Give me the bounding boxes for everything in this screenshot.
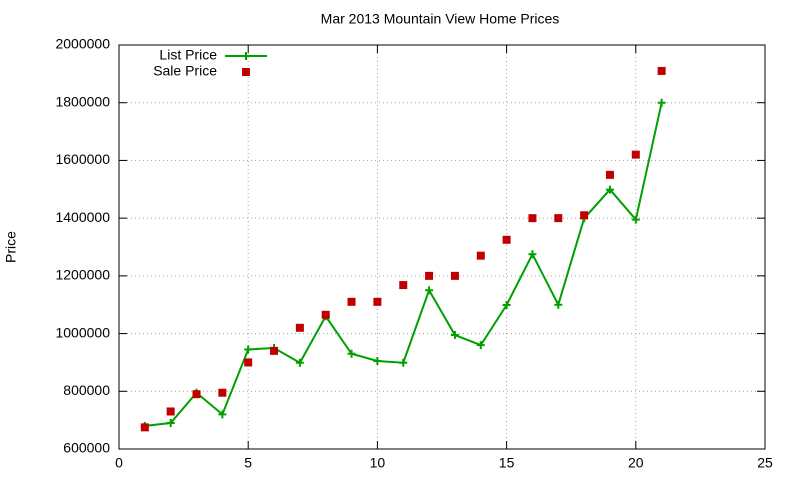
x-tick-label: 0 xyxy=(115,455,123,471)
point xyxy=(425,271,434,280)
point xyxy=(270,346,279,355)
point xyxy=(605,185,614,194)
point xyxy=(528,250,537,259)
y-tick-label: 1600000 xyxy=(55,151,110,167)
point xyxy=(373,297,382,306)
point xyxy=(244,345,253,354)
legend-label: List Price xyxy=(159,47,217,63)
point xyxy=(657,66,666,75)
point xyxy=(631,150,640,159)
point xyxy=(166,407,175,416)
point xyxy=(528,214,537,223)
point xyxy=(347,297,356,306)
point xyxy=(554,300,563,309)
point xyxy=(218,410,227,419)
y-tick-label: 1400000 xyxy=(55,209,110,225)
point xyxy=(399,281,408,290)
y-tick-label: 1800000 xyxy=(55,93,110,109)
chart-title: Mar 2013 Mountain View Home Prices xyxy=(321,11,560,27)
plot-frame xyxy=(118,44,766,450)
point xyxy=(605,170,614,179)
point xyxy=(244,358,253,367)
point xyxy=(295,323,304,332)
point xyxy=(450,271,459,280)
point xyxy=(192,390,201,399)
point xyxy=(476,341,485,350)
point xyxy=(321,310,330,319)
x-tick-label: 15 xyxy=(499,455,515,471)
x-tick-label: 20 xyxy=(628,455,644,471)
point xyxy=(502,235,511,244)
point xyxy=(347,349,356,358)
point xyxy=(476,251,485,260)
point xyxy=(218,388,227,397)
point xyxy=(631,215,640,224)
point xyxy=(657,98,666,107)
legend-label: Sale Price xyxy=(153,63,217,79)
y-tick-label: 1200000 xyxy=(55,267,110,283)
point xyxy=(580,211,589,220)
x-tick-label: 25 xyxy=(757,455,773,471)
point xyxy=(399,358,408,367)
y-axis-label: Price xyxy=(3,231,19,263)
point xyxy=(140,423,149,432)
point xyxy=(502,301,511,310)
point xyxy=(425,286,434,295)
point xyxy=(295,358,304,367)
y-tick-label: 1000000 xyxy=(55,324,110,340)
y-tick-label: 2000000 xyxy=(55,36,110,52)
x-tick-label: 10 xyxy=(370,455,386,471)
y-tick-label: 800000 xyxy=(63,382,110,398)
point xyxy=(166,419,175,428)
point xyxy=(373,356,382,365)
legend-marker xyxy=(242,52,250,60)
point xyxy=(554,214,563,223)
y-tick-label: 600000 xyxy=(63,440,110,456)
series-line xyxy=(144,102,663,427)
legend-marker xyxy=(242,68,250,76)
x-tick-label: 5 xyxy=(244,455,252,471)
point xyxy=(450,331,459,340)
